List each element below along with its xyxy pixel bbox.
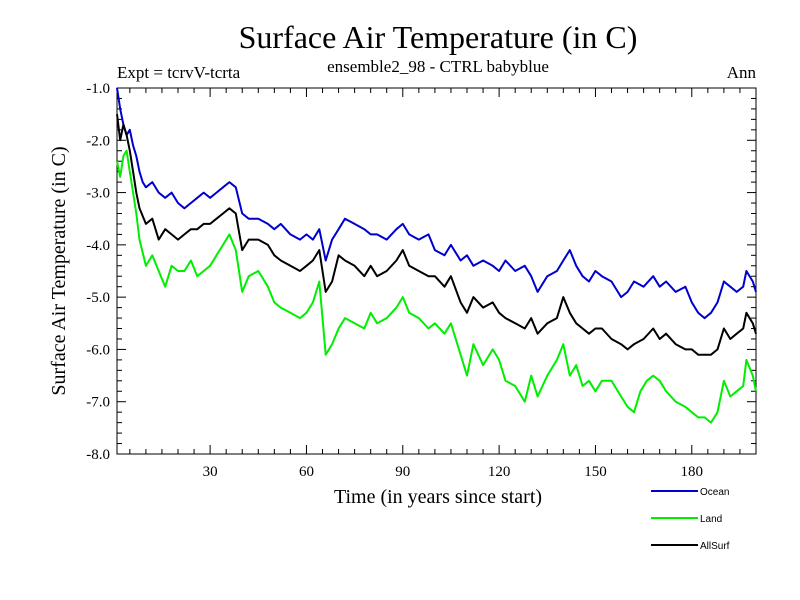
y-tick-label: -7.0 [86, 395, 110, 411]
y-tick-label: -4.0 [86, 238, 110, 254]
y-tick-label: -8.0 [86, 447, 110, 463]
x-tick-label: 180 [681, 464, 704, 480]
x-tick-label: 150 [584, 464, 607, 480]
legend-label-land: Land [700, 514, 722, 525]
y-tick-label: -3.0 [86, 186, 110, 202]
x-tick-label: 120 [488, 464, 511, 480]
chart-title: Surface Air Temperature (in C) [239, 19, 638, 55]
x-tick-label: 30 [203, 464, 218, 480]
x-tick-label: 90 [395, 464, 410, 480]
series-line-ocean [116, 87, 757, 320]
axes: 30 60 90 120 150 180 -1.0 -2.0 -3.0 -4.0 -5.0 -6.0 -… [86, 81, 757, 480]
x-tick-label: 60 [299, 464, 314, 480]
plot-frame [116, 87, 757, 455]
y-axis-label: Surface Air Temperature (in C) [48, 146, 70, 395]
series-line-allsurf [116, 113, 757, 356]
series-line-land [116, 149, 757, 424]
chart-subtitle: ensemble2_98 - CTRL babyblue [327, 57, 549, 76]
y-tick-label: -2.0 [86, 133, 110, 149]
y-tick-label: -1.0 [86, 81, 110, 97]
legend-label-allsurf: AllSurf [700, 541, 730, 552]
legend: Ocean Land AllSurf [651, 487, 730, 552]
y-tick-label: -5.0 [86, 290, 110, 306]
legend-label-ocean: Ocean [700, 487, 729, 498]
data-series [116, 87, 757, 424]
period-label: Ann [727, 63, 757, 82]
x-axis-label: Time (in years since start) [334, 486, 542, 508]
y-tick-label: -6.0 [86, 342, 110, 358]
experiment-label: Expt = tcrvV-tcrta [117, 63, 241, 82]
